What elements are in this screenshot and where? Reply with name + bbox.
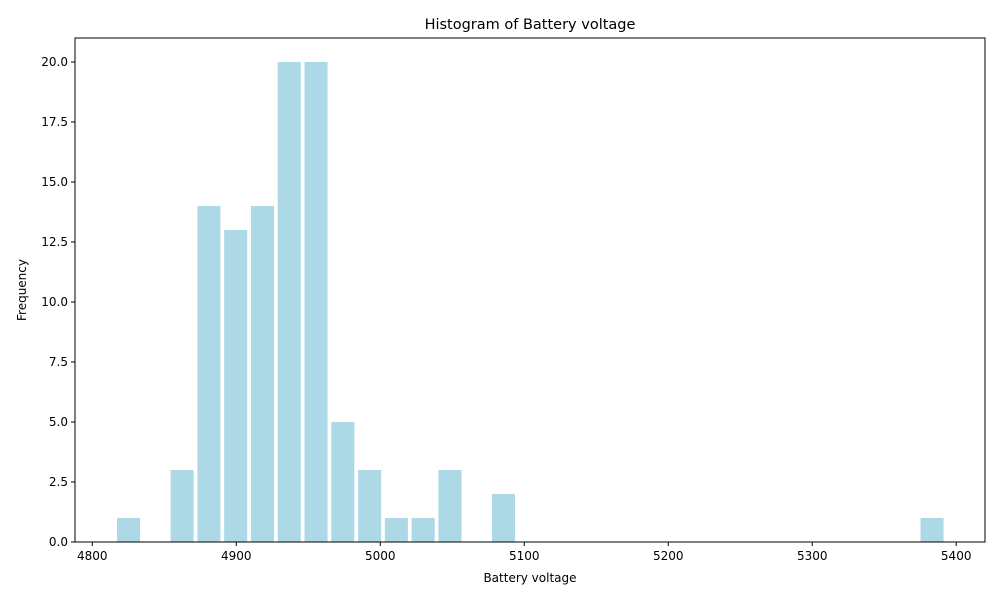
y-tick-label: 10.0: [41, 295, 68, 309]
y-tick-label: 0.0: [49, 535, 68, 549]
x-tick-label: 5100: [509, 549, 540, 563]
x-tick-label: 5200: [653, 549, 684, 563]
y-tick-label: 20.0: [41, 55, 68, 69]
plot-frame: [74, 37, 986, 543]
y-axis-ticks: 0.0 2.5 5.0 7.5 10.0 12.5 15.0 17.5 20.0: [41, 55, 75, 549]
x-tick-label: 5000: [365, 549, 396, 563]
histogram-bar: [491, 494, 516, 542]
y-tick-label: 5.0: [49, 415, 68, 429]
histogram-bar: [384, 518, 408, 542]
histogram-bar: [277, 62, 301, 542]
y-axis-label: Frequency: [15, 259, 29, 321]
x-tick-label: 5300: [797, 549, 828, 563]
y-tick-label: 15.0: [41, 175, 68, 189]
histogram-bar: [170, 470, 194, 542]
x-tick-label: 5400: [941, 549, 972, 563]
y-tick-label: 2.5: [49, 475, 68, 489]
x-tick-label: 4900: [221, 549, 252, 563]
x-axis-ticks: 4800 4900 5000 5100 5200 5300 5400: [77, 542, 971, 563]
y-tick-label: 7.5: [49, 355, 68, 369]
histogram-bar: [920, 518, 944, 542]
histogram-bar: [250, 206, 274, 542]
histogram-bar: [224, 230, 248, 542]
histogram-bar: [358, 470, 382, 542]
histogram-bar: [117, 518, 141, 542]
histogram-bar: [411, 518, 435, 542]
chart-title: Histogram of Battery voltage: [425, 17, 636, 33]
bars-group: [117, 62, 944, 542]
y-tick-label: 17.5: [41, 115, 68, 129]
histogram-bar: [197, 206, 221, 542]
histogram-bar: [438, 470, 462, 542]
x-tick-label: 4800: [77, 549, 108, 563]
x-axis-label: Battery voltage: [483, 571, 576, 585]
histogram-bar: [331, 422, 355, 542]
histogram-bar: [304, 62, 328, 542]
y-tick-label: 12.5: [41, 235, 68, 249]
